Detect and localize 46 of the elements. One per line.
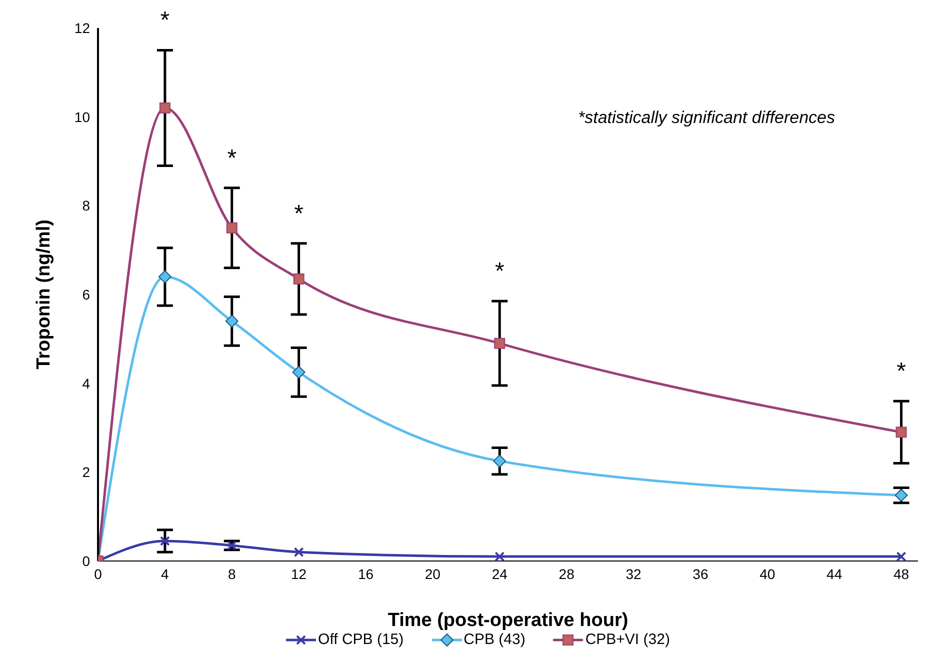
y-tick-label: 4 [82,375,90,392]
y-tick-label: 2 [82,464,90,480]
x-tick-label: 44 [826,566,842,582]
x-tick-label: 12 [291,566,307,582]
x-tick-label: 0 [94,566,102,582]
y-tick-label: 6 [82,286,90,302]
point [494,338,506,349]
x-tick-label: 24 [492,566,508,582]
point [225,314,238,328]
y-tick-label: 10 [74,108,90,125]
legend-label: Off CPB (15) [317,631,404,648]
point [226,222,238,234]
annotation: *statistically significant differences [578,108,836,128]
x-tick-label: 48 [893,566,910,582]
x-tick-label: 36 [692,566,708,582]
annotation: * [896,358,906,386]
point [158,270,172,284]
annotation: * [160,7,170,34]
y-tick-label: 0 [82,552,90,569]
x-axis-title: Time (post-operative hour) [388,610,628,631]
y-tick-label: 12 [74,20,90,36]
annotation: * [494,258,504,286]
x-tick-label: 40 [760,566,776,582]
x-tick-label: 32 [626,566,642,582]
point [293,273,304,284]
point [896,426,907,438]
y-axis-title: Troponin (ng/ml) [34,220,55,370]
point [160,536,170,546]
x-tick-label: 16 [358,566,374,582]
point [493,454,506,468]
x-tick-label: 20 [424,566,441,582]
y-tick-label: 8 [82,198,90,214]
legend-label: CPB (43) [462,631,526,648]
point [894,488,908,502]
x-tick-label: 28 [558,566,575,582]
x-tick-label: 8 [228,566,236,582]
point [226,540,237,550]
point [159,102,170,114]
point [294,547,304,558]
legend-label: CPB+VI (32) [584,631,670,648]
x-tick-label: 4 [161,566,170,582]
point [896,552,906,561]
point [292,366,306,379]
annotation: * [294,200,304,228]
point [494,552,505,561]
annotation: * [227,144,237,172]
